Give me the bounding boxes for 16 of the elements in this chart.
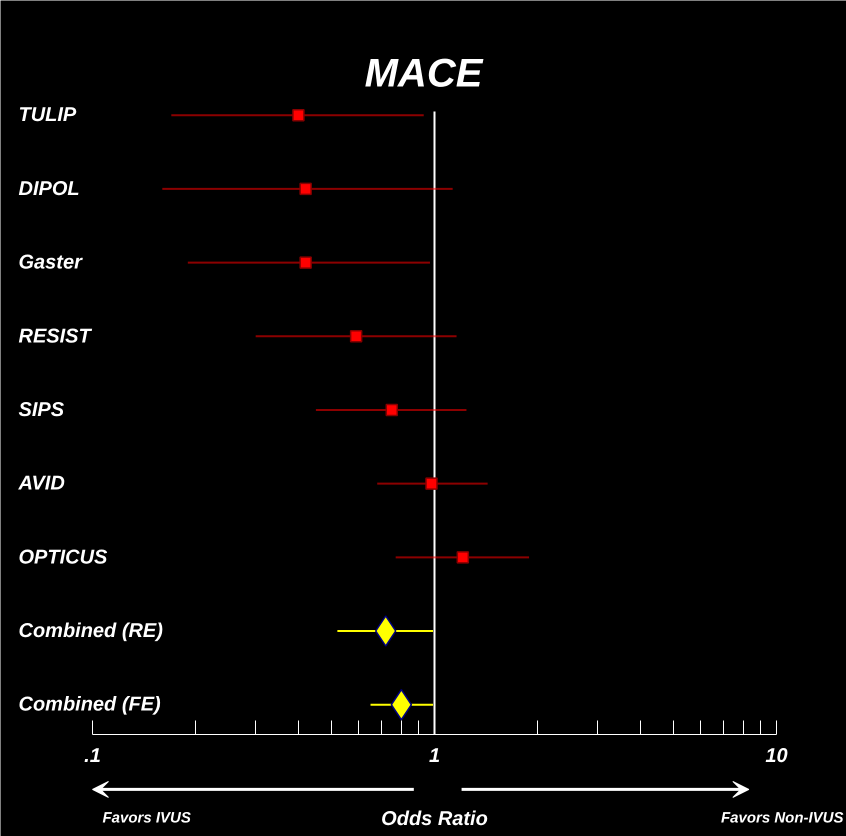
y-tick-label: RESIST [18, 325, 93, 348]
x-tick-label: 1 [428, 745, 440, 768]
x-tick-label: 10 [765, 745, 788, 768]
chart-title: MACE [364, 52, 484, 96]
x-tick-label: .1 [84, 745, 101, 768]
y-tick-label: TULIP [18, 104, 77, 126]
y-tick-label: DIPOL [18, 178, 80, 200]
x-axis-title: Odds Ratio [381, 808, 488, 830]
y-tick-label: Combined (RE) [18, 620, 164, 642]
text: Favors Non-IVUS [720, 809, 844, 826]
y-tick-label: OPTICUS [18, 546, 108, 568]
text: Favors IVUS [102, 809, 191, 826]
y-tick-label: AVID [18, 472, 65, 495]
y-tick-label: Gaster [18, 252, 84, 274]
y-tick-label: SIPS [18, 398, 65, 421]
y-tick-label: Combined (FE) [18, 694, 162, 716]
